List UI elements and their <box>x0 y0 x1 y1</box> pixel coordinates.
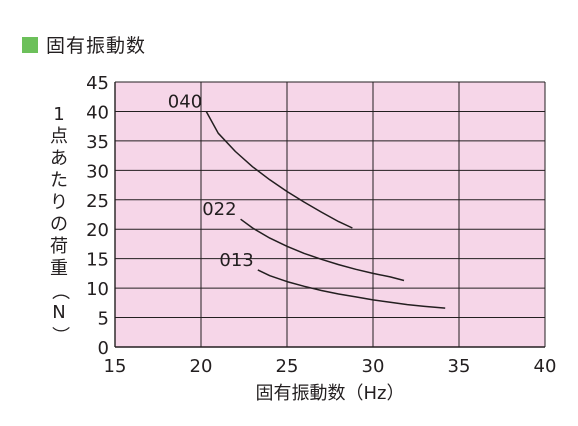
plot-area <box>115 82 545 347</box>
x-tick-label: 20 <box>190 356 213 377</box>
y-tick-label: 35 <box>86 132 109 153</box>
series-curves <box>205 111 446 309</box>
y-axis-label-char: 重 <box>50 258 68 279</box>
series-curve-013 <box>257 269 446 309</box>
y-axis-label-char: の <box>50 214 68 235</box>
x-tick-label: 30 <box>362 356 385 377</box>
y-axis-label-char: N <box>52 302 66 323</box>
series-label-013: 013 <box>219 250 253 271</box>
x-tick-label: 40 <box>534 356 557 377</box>
y-tick-label: 15 <box>86 250 109 271</box>
y-tick-label: 25 <box>86 191 109 212</box>
series-curve-022 <box>240 218 405 282</box>
grid-lines <box>114 81 546 348</box>
y-axis-label-char: あ <box>50 148 68 169</box>
y-axis-label-char: 点 <box>50 126 68 147</box>
x-tick-label: 15 <box>104 356 127 377</box>
y-tick-labels: 0 5 10 15 20 25 30 35 40 45 <box>86 73 109 359</box>
y-axis-label-char: た <box>50 170 68 191</box>
chart-title: 固有振動数 <box>46 35 147 57</box>
series-label-022: 022 <box>202 199 236 220</box>
y-axis-label-char: 荷 <box>50 236 68 257</box>
y-tick-label: 10 <box>86 279 109 300</box>
y-tick-label: 0 <box>98 338 109 359</box>
series-labels: 040 022 013 <box>168 91 254 270</box>
y-tick-label: 30 <box>86 161 109 182</box>
y-axis-label-char: 1 <box>53 104 65 125</box>
series-label-040: 040 <box>168 91 202 112</box>
y-tick-label: 45 <box>86 73 109 94</box>
x-tick-label: 25 <box>276 356 299 377</box>
title-marker-square <box>22 36 38 53</box>
x-axis-label: 固有振動数（Hz） <box>256 383 405 404</box>
y-axis-label: 1 点あたりの荷重（N） <box>47 104 71 346</box>
chart-title-row: 固有振動数 <box>22 31 146 58</box>
y-tick-label: 5 <box>98 309 109 330</box>
x-tick-label: 35 <box>448 356 471 377</box>
x-tick-labels: 15 20 25 30 35 40 <box>104 356 557 377</box>
y-tick-label: 40 <box>86 102 109 123</box>
y-tick-label: 20 <box>86 220 109 241</box>
y-axis-label-char: り <box>50 192 68 213</box>
series-curve-040 <box>205 111 353 229</box>
